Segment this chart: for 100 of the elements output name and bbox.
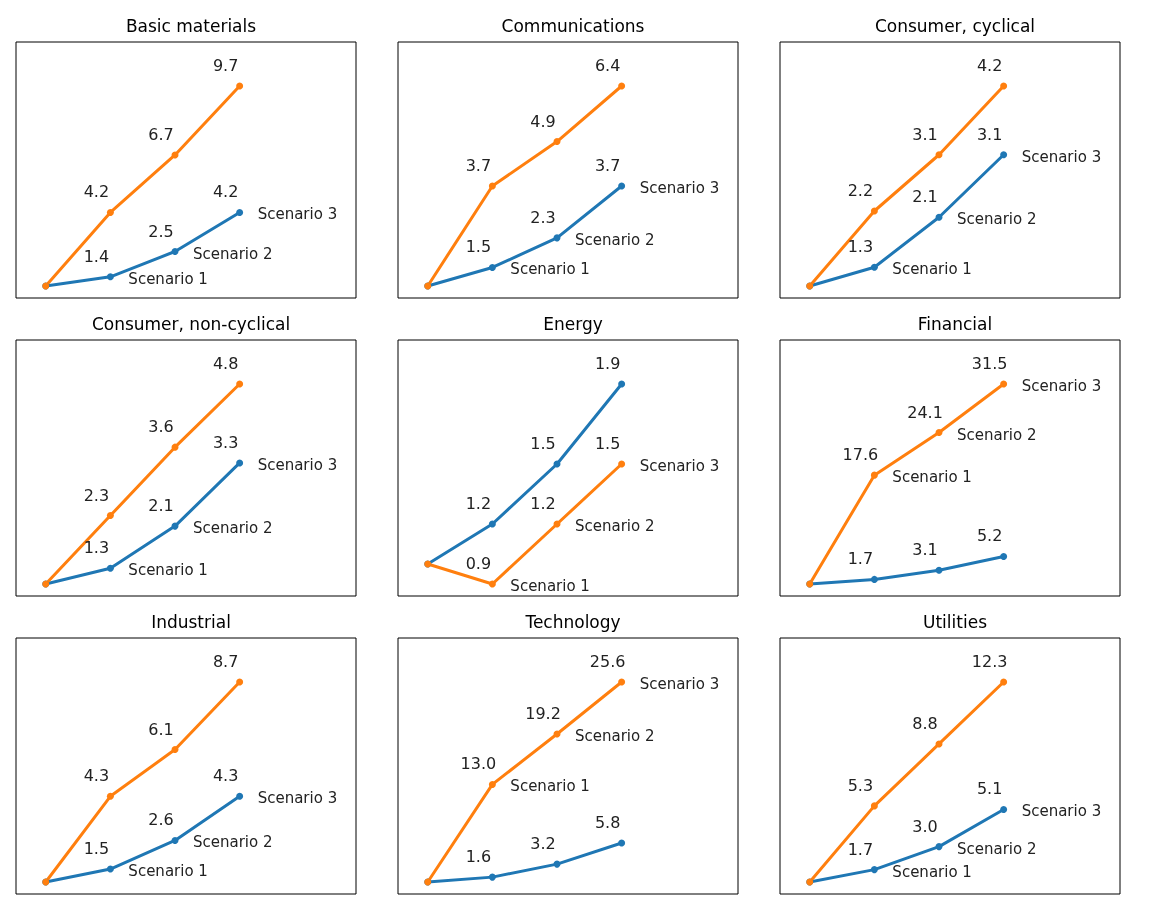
data-label: 4.8	[212, 354, 239, 373]
data-label: 4.3	[83, 766, 110, 786]
data-label: 4.2	[212, 182, 239, 202]
data-label: 4.3	[212, 766, 239, 786]
chart-title: Basic materials	[125, 15, 257, 36]
point	[236, 380, 244, 388]
data-label: 0.9	[465, 554, 492, 573]
data-label: 24.1	[907, 402, 943, 422]
annotation: Scenario 3	[1021, 147, 1102, 166]
data-label: 6.1	[148, 719, 174, 739]
data-label: 19.2	[525, 704, 561, 724]
point	[1000, 82, 1008, 90]
point	[1000, 805, 1008, 813]
data-label: 1.5	[83, 839, 110, 859]
point	[870, 866, 878, 874]
data-label: 12.3	[971, 652, 1008, 671]
chart-title: Technology	[524, 611, 621, 632]
chart-title: Energy	[543, 313, 603, 334]
point	[1000, 380, 1008, 388]
data-label: 1.2	[465, 494, 492, 513]
annotation: Scenario 1	[510, 577, 590, 595]
point	[1000, 151, 1008, 159]
point	[106, 208, 114, 216]
point	[488, 520, 496, 528]
data-label: 2.5	[148, 221, 174, 241]
annotation: Scenario 3	[639, 675, 720, 693]
point	[236, 82, 244, 90]
annotation: Scenario 2	[575, 727, 655, 746]
data-label: 1.6	[465, 847, 492, 867]
point	[236, 208, 244, 216]
data-label: 5.8	[594, 812, 621, 832]
data-label: 6.4	[594, 56, 621, 75]
point	[106, 512, 114, 520]
data-label: 5.3	[847, 775, 874, 795]
data-label: 2.1	[148, 496, 174, 516]
annotation: Scenario 3	[1021, 377, 1102, 395]
chart-title: Industrial	[151, 611, 231, 632]
annotation: Scenario 1	[510, 260, 590, 279]
annotation: Scenario 2	[575, 230, 655, 249]
data-label: 31.5	[971, 354, 1008, 373]
data-label: 13.0	[460, 754, 497, 774]
data-label: 1.2	[530, 494, 556, 513]
data-label: 1.3	[83, 538, 110, 558]
data-label: 3.7	[594, 156, 621, 175]
annotation: Scenario 1	[510, 777, 590, 796]
data-label: 5.2	[976, 526, 1003, 546]
data-label: 4.9	[530, 111, 556, 131]
chart-title: Consumer, non-cyclical	[91, 313, 291, 334]
point	[870, 263, 878, 271]
annotation: Scenario 1	[128, 862, 208, 881]
data-label: 25.6	[589, 652, 626, 671]
point	[106, 564, 114, 572]
data-label: 1.5	[594, 434, 621, 453]
point	[935, 151, 943, 159]
point	[488, 873, 496, 881]
point	[236, 678, 244, 686]
point	[488, 780, 496, 788]
point	[171, 746, 179, 754]
data-label: 3.2	[530, 834, 556, 854]
annotation: Scenario 2	[193, 833, 273, 852]
chart-title: Financial	[917, 313, 993, 334]
point	[1000, 552, 1008, 560]
data-label: 1.7	[847, 549, 874, 569]
point	[236, 792, 244, 800]
data-label: 8.8	[912, 713, 938, 733]
data-label: 1.4	[83, 246, 110, 266]
data-label: 2.1	[912, 187, 938, 207]
annotation: Scenario 3	[257, 455, 338, 474]
data-label: 3.0	[912, 816, 938, 836]
annotation: Scenario 3	[257, 789, 338, 808]
point	[870, 207, 878, 215]
annotation: Scenario 2	[193, 519, 273, 538]
point	[618, 182, 626, 190]
data-label: 17.6	[842, 445, 879, 465]
annotation: Scenario 2	[957, 210, 1037, 229]
point	[488, 580, 496, 588]
annotation: Scenario 3	[639, 457, 720, 475]
point	[618, 380, 626, 388]
data-label: 3.7	[465, 156, 492, 175]
data-label: 4.2	[83, 182, 110, 202]
data-label: 9.7	[212, 56, 239, 75]
point	[488, 263, 496, 271]
data-label: 3.1	[912, 540, 938, 560]
annotation: Scenario 3	[257, 205, 338, 224]
point	[171, 836, 179, 844]
data-label: 2.2	[847, 181, 874, 200]
point	[935, 566, 943, 574]
data-label: 1.5	[465, 237, 492, 257]
data-label: 3.1	[976, 124, 1003, 144]
point	[488, 182, 496, 190]
data-label: 2.6	[148, 810, 174, 830]
point	[935, 213, 943, 221]
point	[870, 802, 878, 810]
data-label: 1.3	[847, 237, 874, 257]
data-label: 2.3	[83, 485, 110, 505]
point	[106, 792, 114, 800]
point	[870, 575, 878, 583]
point	[618, 460, 626, 468]
annotation: Scenario 2	[957, 425, 1037, 444]
data-label: 4.2	[976, 56, 1003, 75]
